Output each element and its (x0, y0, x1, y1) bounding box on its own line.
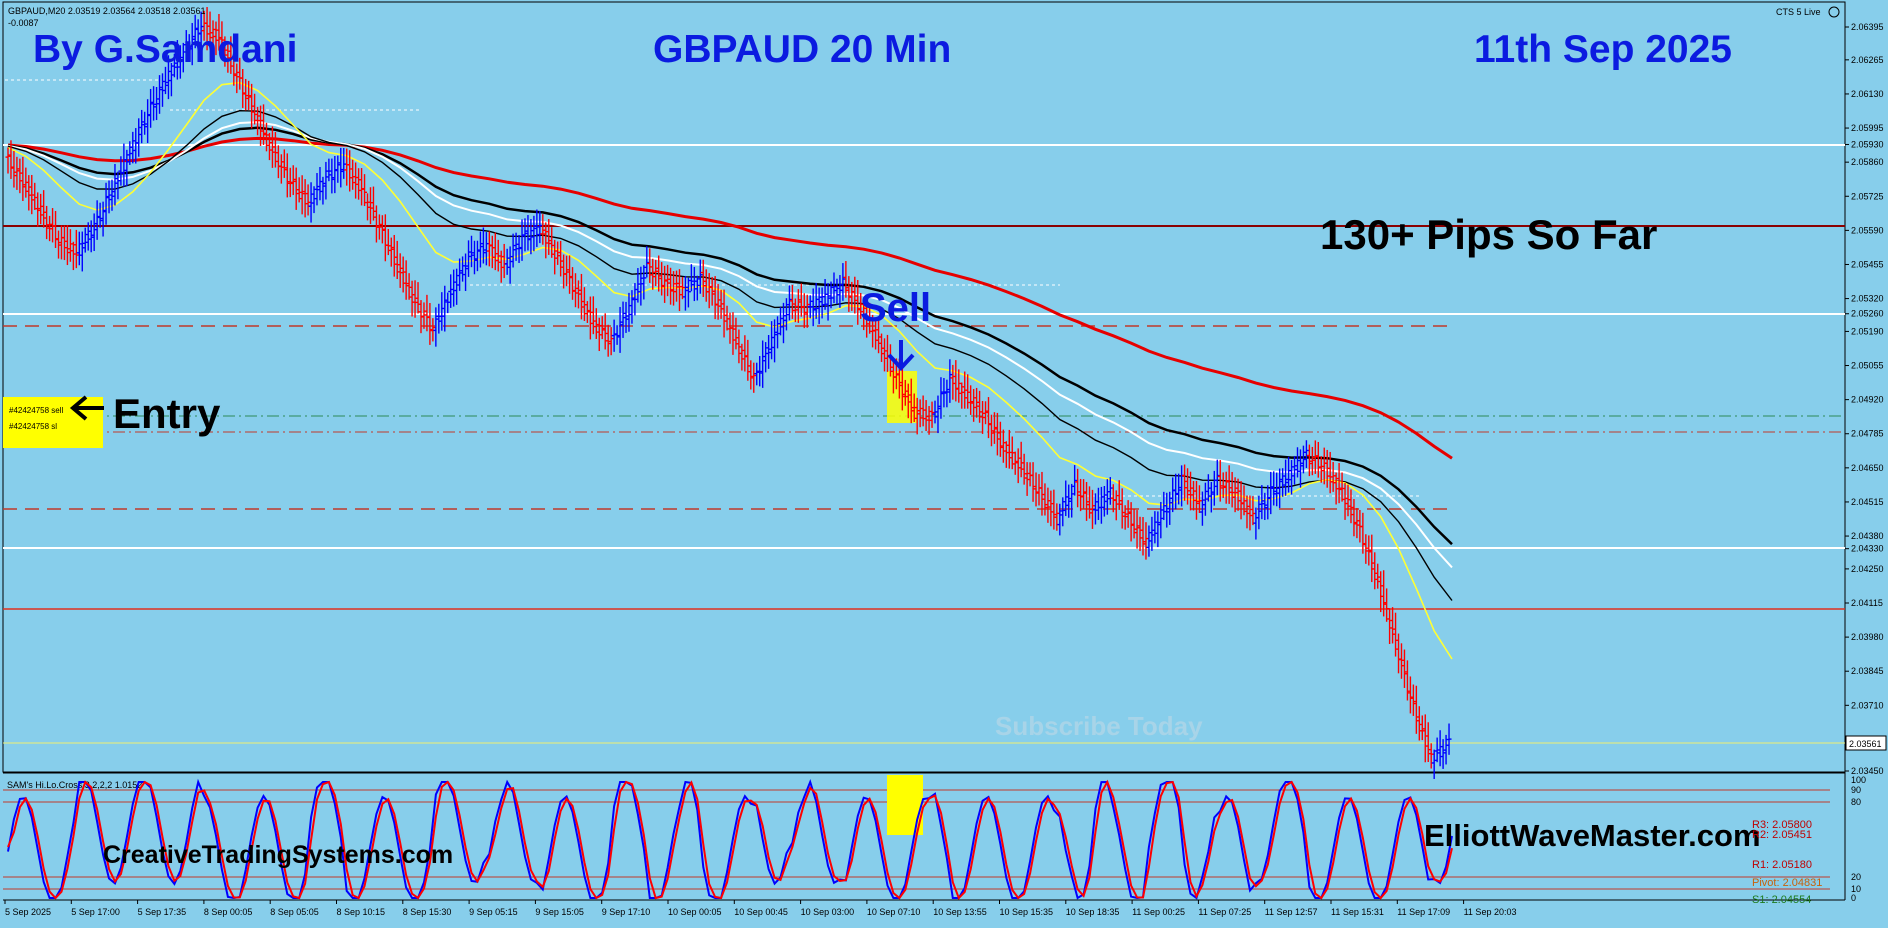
time-tick-label: 5 Sep 17:35 (138, 907, 187, 917)
price-tick-label: 2.05930 (1851, 139, 1884, 149)
price-tick-label: 2.03450 (1851, 766, 1884, 776)
price-tick-label: 2.05455 (1851, 259, 1884, 269)
price-tick-label: 2.06130 (1851, 89, 1884, 99)
price-tick-label: 2.03845 (1851, 666, 1884, 676)
time-tick-label: 9 Sep 17:10 (602, 907, 651, 917)
price-tick-label: 2.04785 (1851, 429, 1884, 439)
site1-text: CreativeTradingSystems.com (103, 841, 453, 869)
price-tick-label: 2.05260 (1851, 309, 1884, 319)
entry-text: Entry (113, 390, 221, 437)
smiley-icon (1828, 6, 1840, 18)
pivot-label: R2: 2.05451 (1752, 829, 1812, 841)
time-tick-label: 8 Sep 05:05 (270, 907, 319, 917)
time-tick-label: 10 Sep 07:10 (867, 907, 921, 917)
price-tick-label: 2.04650 (1851, 463, 1884, 473)
pivot-label: R1: 2.05180 (1752, 859, 1812, 871)
pivot-label: R3: 2.05800 (1752, 819, 1812, 831)
time-axis: 5 Sep 2025 5 Sep 17:00 5 Sep 17:35 8 Sep 00… (4, 900, 1517, 917)
watermark-text: Subscribe Today (995, 711, 1203, 741)
indicator-red-line (7, 779, 1453, 900)
time-tick-label: 10 Sep 15:35 (1000, 907, 1054, 917)
time-tick-label: 5 Sep 17:00 (71, 907, 120, 917)
price-tick-label: 2.06265 (1851, 55, 1884, 65)
indicator-scale-label: 20 (1851, 872, 1861, 882)
time-tick-label: 11 Sep 20:03 (1464, 907, 1517, 917)
price-tick-label: 2.04380 (1851, 531, 1884, 541)
time-tick-label: 10 Sep 00:05 (668, 907, 722, 917)
site2-text: ElliottWaveMaster.com (1424, 818, 1761, 853)
indicator-scale-label: 90 (1851, 785, 1861, 795)
entry-arrow-icon (69, 395, 104, 421)
time-tick-label: 10 Sep 18:35 (1066, 907, 1120, 917)
indicator-label: SAM's Hi.Lo.Cross 3,2,2,2 1.0152 (7, 780, 142, 790)
pips-text: 130+ Pips So Far (1320, 211, 1657, 258)
current-price-tag (1845, 735, 1887, 751)
time-tick-label: 8 Sep 10:15 (337, 907, 386, 917)
time-tick-label: 9 Sep 15:05 (535, 907, 584, 917)
sell-text: Sell (860, 286, 931, 330)
indicator-scale-label: 80 (1851, 797, 1861, 807)
ma-black-thick (7, 126, 1453, 546)
indicator-scale-label: 0 (1851, 893, 1856, 903)
time-tick-label: 11 Sep 17:09 (1397, 907, 1450, 917)
pivot-label: S1: 2.04554 (1752, 894, 1811, 906)
indicator-pane: SAM's Hi.Lo.Cross 3,2,2,2 1.0152 (3, 775, 1830, 900)
time-tick-label: 5 Sep 2025 (5, 907, 51, 917)
symbol-info: GBPAUD,M20 2.03519 2.03564 2.03518 2.035… (8, 6, 205, 16)
ma-slow-red (7, 136, 1453, 460)
price-tick-label: 2.04250 (1851, 564, 1884, 574)
date-text: 11th Sep 2025 (1474, 28, 1732, 71)
broker-label: CTS 5 Live (1776, 7, 1821, 17)
price-tick-label: 2.05055 (1851, 361, 1884, 371)
order-box (3, 397, 103, 448)
indicator-blue-line (7, 778, 1453, 900)
time-tick-label: 11 Sep 15:31 (1331, 907, 1384, 917)
time-tick-label: 11 Sep 00:25 (1132, 907, 1185, 917)
time-tick-label: 11 Sep 07:25 (1198, 907, 1251, 917)
price-tick-label: 2.03710 (1851, 700, 1884, 710)
time-tick-label: 10 Sep 03:00 (801, 907, 855, 917)
price-tick-label: 2.05590 (1851, 225, 1884, 235)
price-tick-label: 2.05860 (1851, 157, 1884, 167)
sub-info: -0.0087 (8, 18, 39, 28)
ma-white (7, 121, 1453, 569)
price-axis: 2.06395 2.06265 2.06130 2.05995 2.05930 2.058… (1845, 22, 1884, 776)
ma-black-thin (7, 109, 1453, 601)
chart-title: GBPAUD 20 Min (653, 28, 951, 71)
current-price-label: 2.03561 (1849, 739, 1882, 749)
pivot-label: Pivot: 2.04831 (1752, 877, 1822, 889)
price-tick-label: 2.05190 (1851, 326, 1884, 336)
time-tick-label: 10 Sep 00:45 (734, 907, 788, 917)
price-tick-label: 2.04920 (1851, 395, 1884, 405)
price-tick-label: 2.03980 (1851, 632, 1884, 642)
indicator-scale-label: 10 (1851, 884, 1861, 894)
time-tick-label: 10 Sep 13:55 (933, 907, 987, 917)
indicator-highlight (887, 775, 923, 835)
order-sell-label: #42424758 sell (9, 406, 63, 415)
price-tick-label: 2.04330 (1851, 544, 1884, 554)
time-tick-label: 11 Sep 12:57 (1265, 907, 1318, 917)
price-tick-label: 2.04515 (1851, 497, 1884, 507)
price-tick-label: 2.05725 (1851, 191, 1884, 201)
time-tick-label: 8 Sep 00:05 (204, 907, 253, 917)
price-tick-label: 2.05320 (1851, 294, 1884, 304)
author-text: By G.Samdani (33, 28, 297, 71)
price-tick-label: 2.05995 (1851, 123, 1884, 133)
price-tick-label: 2.06395 (1851, 22, 1884, 32)
indicator-scale-label: 100 (1851, 775, 1866, 785)
sell-arrow-icon (887, 340, 915, 371)
time-tick-label: 9 Sep 05:15 (469, 907, 518, 917)
order-sl-label: #42424758 sl (9, 422, 57, 431)
price-tick-label: 2.04115 (1851, 598, 1883, 608)
time-tick-label: 8 Sep 15:30 (403, 907, 452, 917)
price-bars (5, 7, 1452, 779)
